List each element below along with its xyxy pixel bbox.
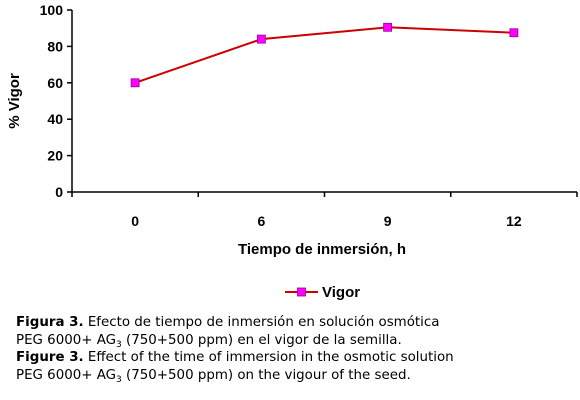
caption-en-subscript: 3: [116, 374, 122, 385]
caption-en-line-1: Figure 3. Effect of the time of immersio…: [16, 349, 572, 367]
y-tick-label: 20: [47, 148, 63, 164]
caption-es-line-2: PEG 6000+ AG3 (750+500 ppm) en el vigor …: [16, 332, 572, 350]
line-chart: 0 20 40 60 80 100 0 6 9 12 % Vigor Tiempo de inm…: [6, 2, 578, 300]
x-tick-label: 9: [384, 213, 392, 229]
x-axis-ticks: 0 6 9 12: [71, 192, 578, 229]
figure-caption: Figura 3. Efecto de tiempo de inmersión …: [16, 314, 572, 384]
x-tick-label: 0: [131, 213, 139, 229]
y-tick-label: 80: [47, 38, 63, 54]
legend: Vigor: [285, 284, 360, 300]
data-point-marker: [130, 78, 140, 88]
caption-es-text-2b: (750+500 ppm) en el vigor de la semilla.: [121, 332, 402, 348]
caption-es-text-2a: PEG 6000+ AG: [16, 332, 117, 348]
y-tick-label: 60: [47, 75, 63, 91]
x-tick-label: 12: [506, 213, 522, 229]
caption-en-text-1: Effect of the time of immersion in the o…: [87, 350, 454, 365]
x-axis-title: Tiempo de inmersión, h: [238, 241, 406, 258]
y-axis-ticks: 0 20 40 60 80 100: [40, 2, 72, 200]
caption-en-line-2: PEG 6000+ AG3 (750+500 ppm) on the vigou…: [16, 367, 572, 385]
caption-es-label: Figura 3.: [16, 315, 84, 330]
caption-es-subscript: 3: [116, 339, 122, 350]
x-tick-label: 6: [257, 213, 265, 229]
caption-en-text-2a: PEG 6000+ AG: [16, 367, 117, 383]
legend-marker-swatch: [297, 287, 306, 297]
caption-en-label: Figure 3.: [16, 350, 84, 365]
data-point-marker: [256, 34, 266, 44]
data-point-marker: [383, 22, 393, 32]
caption-es-text-1: Efecto de tiempo de inmersión en solució…: [87, 315, 440, 330]
y-axis-title: % Vigor: [6, 73, 23, 129]
y-tick-label: 0: [55, 184, 63, 200]
caption-es-line-1: Figura 3. Efecto de tiempo de inmersión …: [16, 314, 572, 332]
caption-en-text-2b: (750+500 ppm) on the vigour of the seed.: [121, 367, 411, 383]
y-tick-label: 100: [40, 2, 64, 18]
data-point-marker: [509, 28, 519, 38]
series-layer: [130, 22, 519, 88]
legend-label: Vigor: [322, 284, 360, 300]
series-line-vigor: [134, 26, 514, 84]
y-tick-label: 40: [47, 111, 63, 127]
